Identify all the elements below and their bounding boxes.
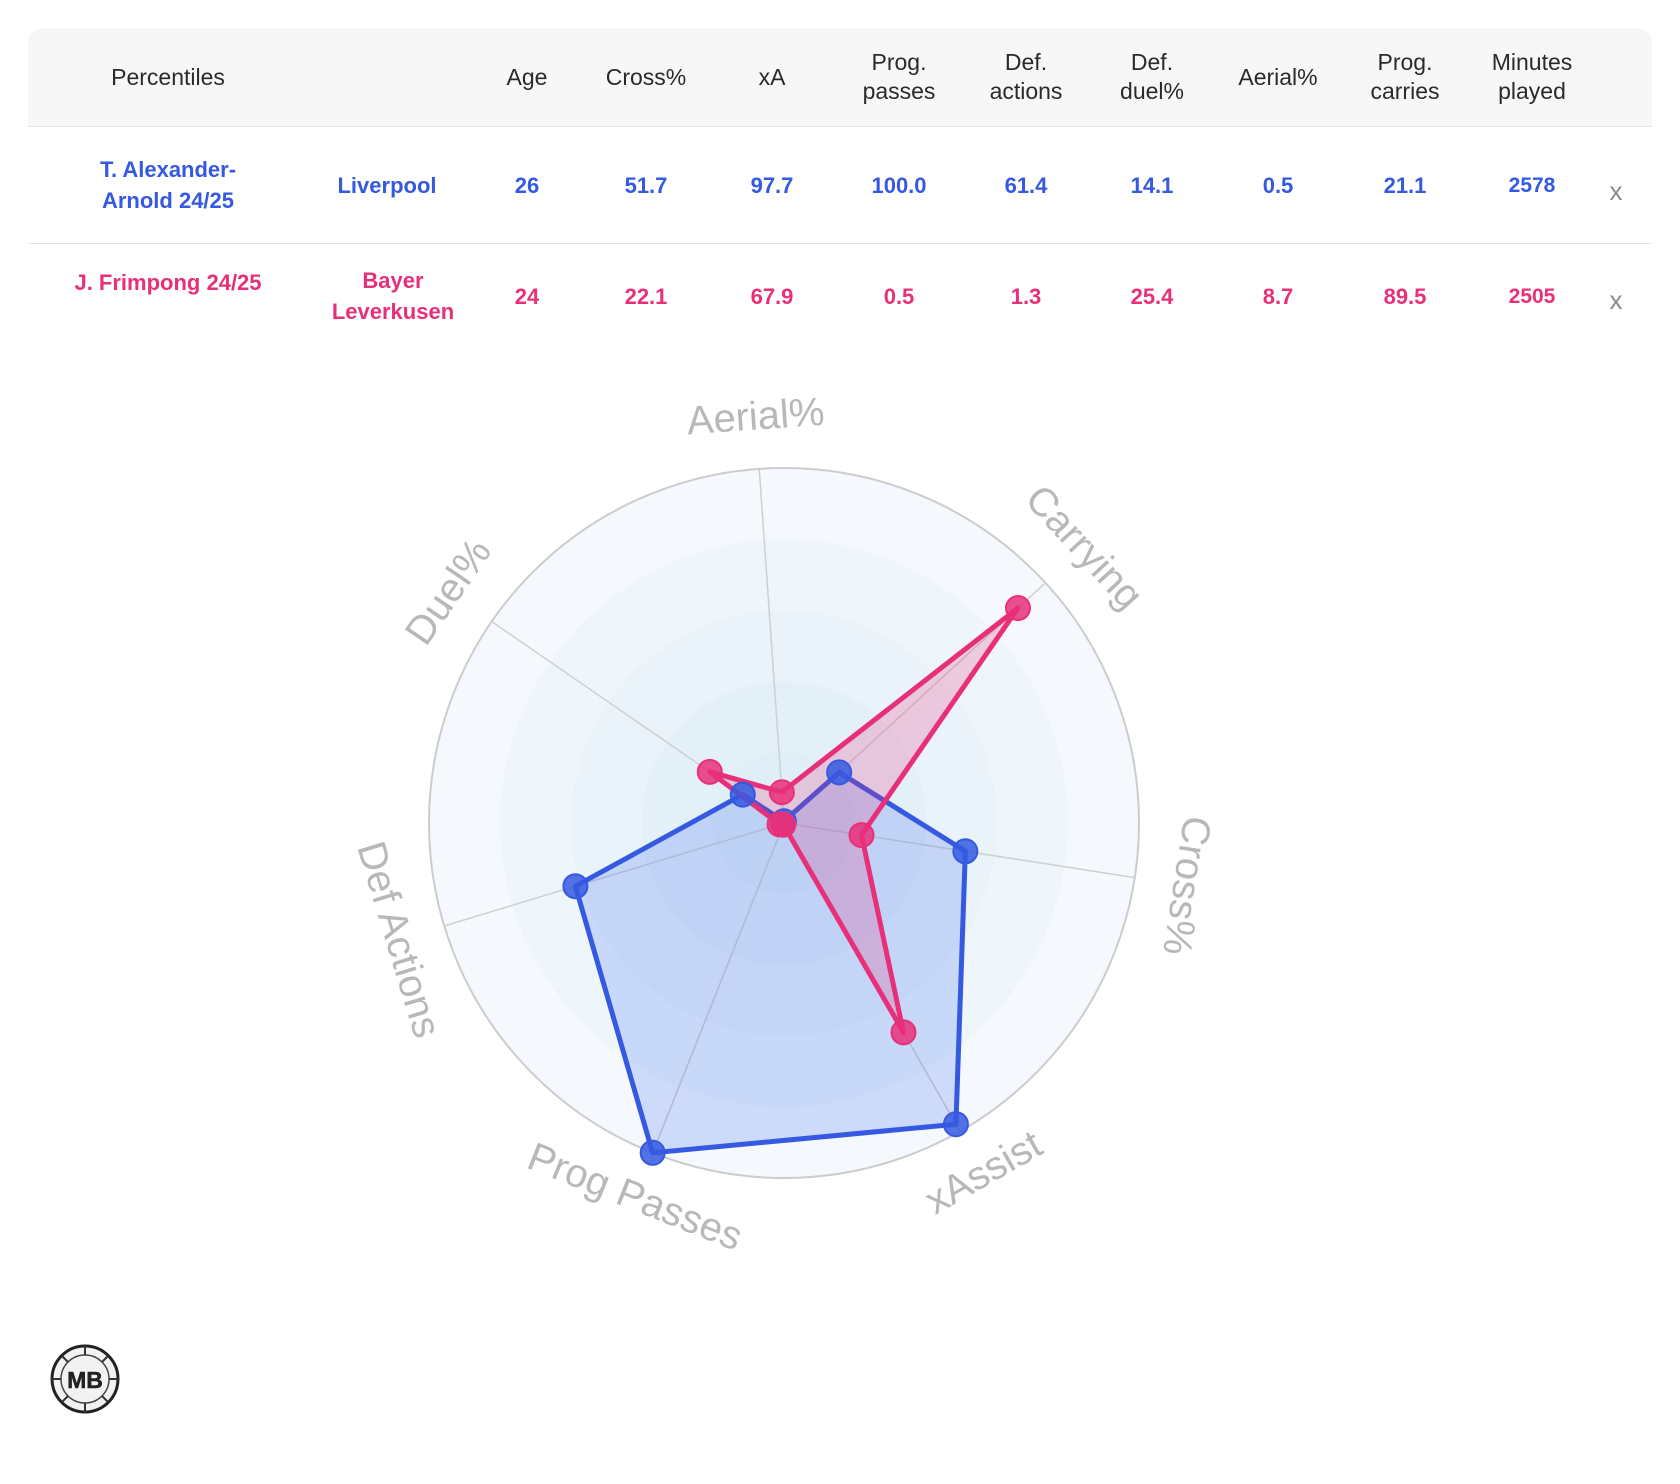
- radar-data-point[interactable]: [1004, 595, 1031, 622]
- radar-data-point[interactable]: [768, 779, 795, 806]
- team-name: Liverpool: [337, 172, 437, 198]
- minutes-value: 2578: [1508, 173, 1556, 197]
- header-xa: xA: [758, 63, 786, 90]
- aerial-value: 0.5: [1262, 172, 1294, 198]
- header-def-duel: Def. duel%: [1120, 49, 1184, 104]
- radar-spoke: [444, 822, 785, 927]
- radar-spoke: [758, 468, 785, 824]
- radar-data-point[interactable]: [848, 822, 875, 849]
- minutes-value: 2505: [1508, 284, 1556, 308]
- radar-axis-label: Cross%: [1154, 813, 1219, 958]
- xa-value: 67.9: [750, 283, 794, 309]
- prog-passes-value: 0.5: [883, 283, 915, 309]
- remove-player-button[interactable]: x: [1609, 284, 1623, 315]
- radar-series-area: [707, 605, 1021, 1035]
- radar-data-point[interactable]: [952, 838, 979, 865]
- radar-data-point[interactable]: [942, 1111, 969, 1138]
- def-actions-value: 61.4: [1004, 172, 1048, 198]
- aerial-value: 8.7: [1262, 283, 1294, 309]
- header-def-actions: Def. actions: [989, 49, 1063, 104]
- player-name[interactable]: T. Alexander- Arnold 24/25: [99, 157, 237, 213]
- radar-axis-label: Aerial%: [685, 390, 826, 444]
- header-age: Age: [506, 63, 548, 90]
- header-aerial: Aerial%: [1238, 63, 1318, 90]
- prog-passes-value: 100.0: [871, 172, 927, 198]
- prog-carries-value: 21.1: [1383, 172, 1427, 198]
- def-actions-value: 1.3: [1010, 283, 1042, 309]
- age-value: 26: [514, 172, 540, 198]
- radar-data-point[interactable]: [890, 1019, 917, 1046]
- header-prog-passes: Prog. passes: [862, 49, 936, 104]
- cross-value: 51.7: [624, 172, 668, 198]
- remove-player-button[interactable]: x: [1609, 175, 1623, 206]
- percentiles-table: Percentiles Age Cross% xA Prog. passes D…: [28, 28, 1652, 324]
- table-row: J. Frimpong 24/25 Bayer Leverkusen 24 22…: [28, 244, 1652, 348]
- xa-value: 97.7: [750, 172, 794, 198]
- player-name[interactable]: J. Frimpong 24/25: [74, 270, 262, 295]
- cross-value: 22.1: [624, 283, 668, 309]
- header-prog-carries: Prog. carries: [1370, 49, 1440, 104]
- header-cross: Cross%: [605, 63, 687, 90]
- radar-spoke: [651, 822, 785, 1154]
- def-duel-value: 25.4: [1130, 283, 1174, 309]
- radar-data-point[interactable]: [766, 811, 793, 838]
- mb-logo: MB: [50, 1344, 120, 1414]
- team-name: Bayer Leverkusen: [331, 268, 455, 324]
- header-minutes: Minutes played: [1491, 49, 1573, 104]
- radar-data-point[interactable]: [729, 781, 756, 808]
- svg-text:MB: MB: [67, 1367, 103, 1393]
- radar-data-point[interactable]: [696, 758, 723, 785]
- radar-data-point[interactable]: [562, 873, 589, 900]
- table-row: T. Alexander- Arnold 24/25 Liverpool 26 …: [28, 127, 1652, 244]
- header-percentiles: Percentiles: [111, 63, 225, 90]
- radar-data-point[interactable]: [639, 1139, 666, 1166]
- prog-carries-value: 89.5: [1383, 283, 1427, 309]
- age-value: 24: [514, 283, 540, 309]
- radar-data-point[interactable]: [826, 759, 853, 786]
- table-header: Percentiles Age Cross% xA Prog. passes D…: [28, 28, 1652, 127]
- def-duel-value: 14.1: [1130, 172, 1174, 198]
